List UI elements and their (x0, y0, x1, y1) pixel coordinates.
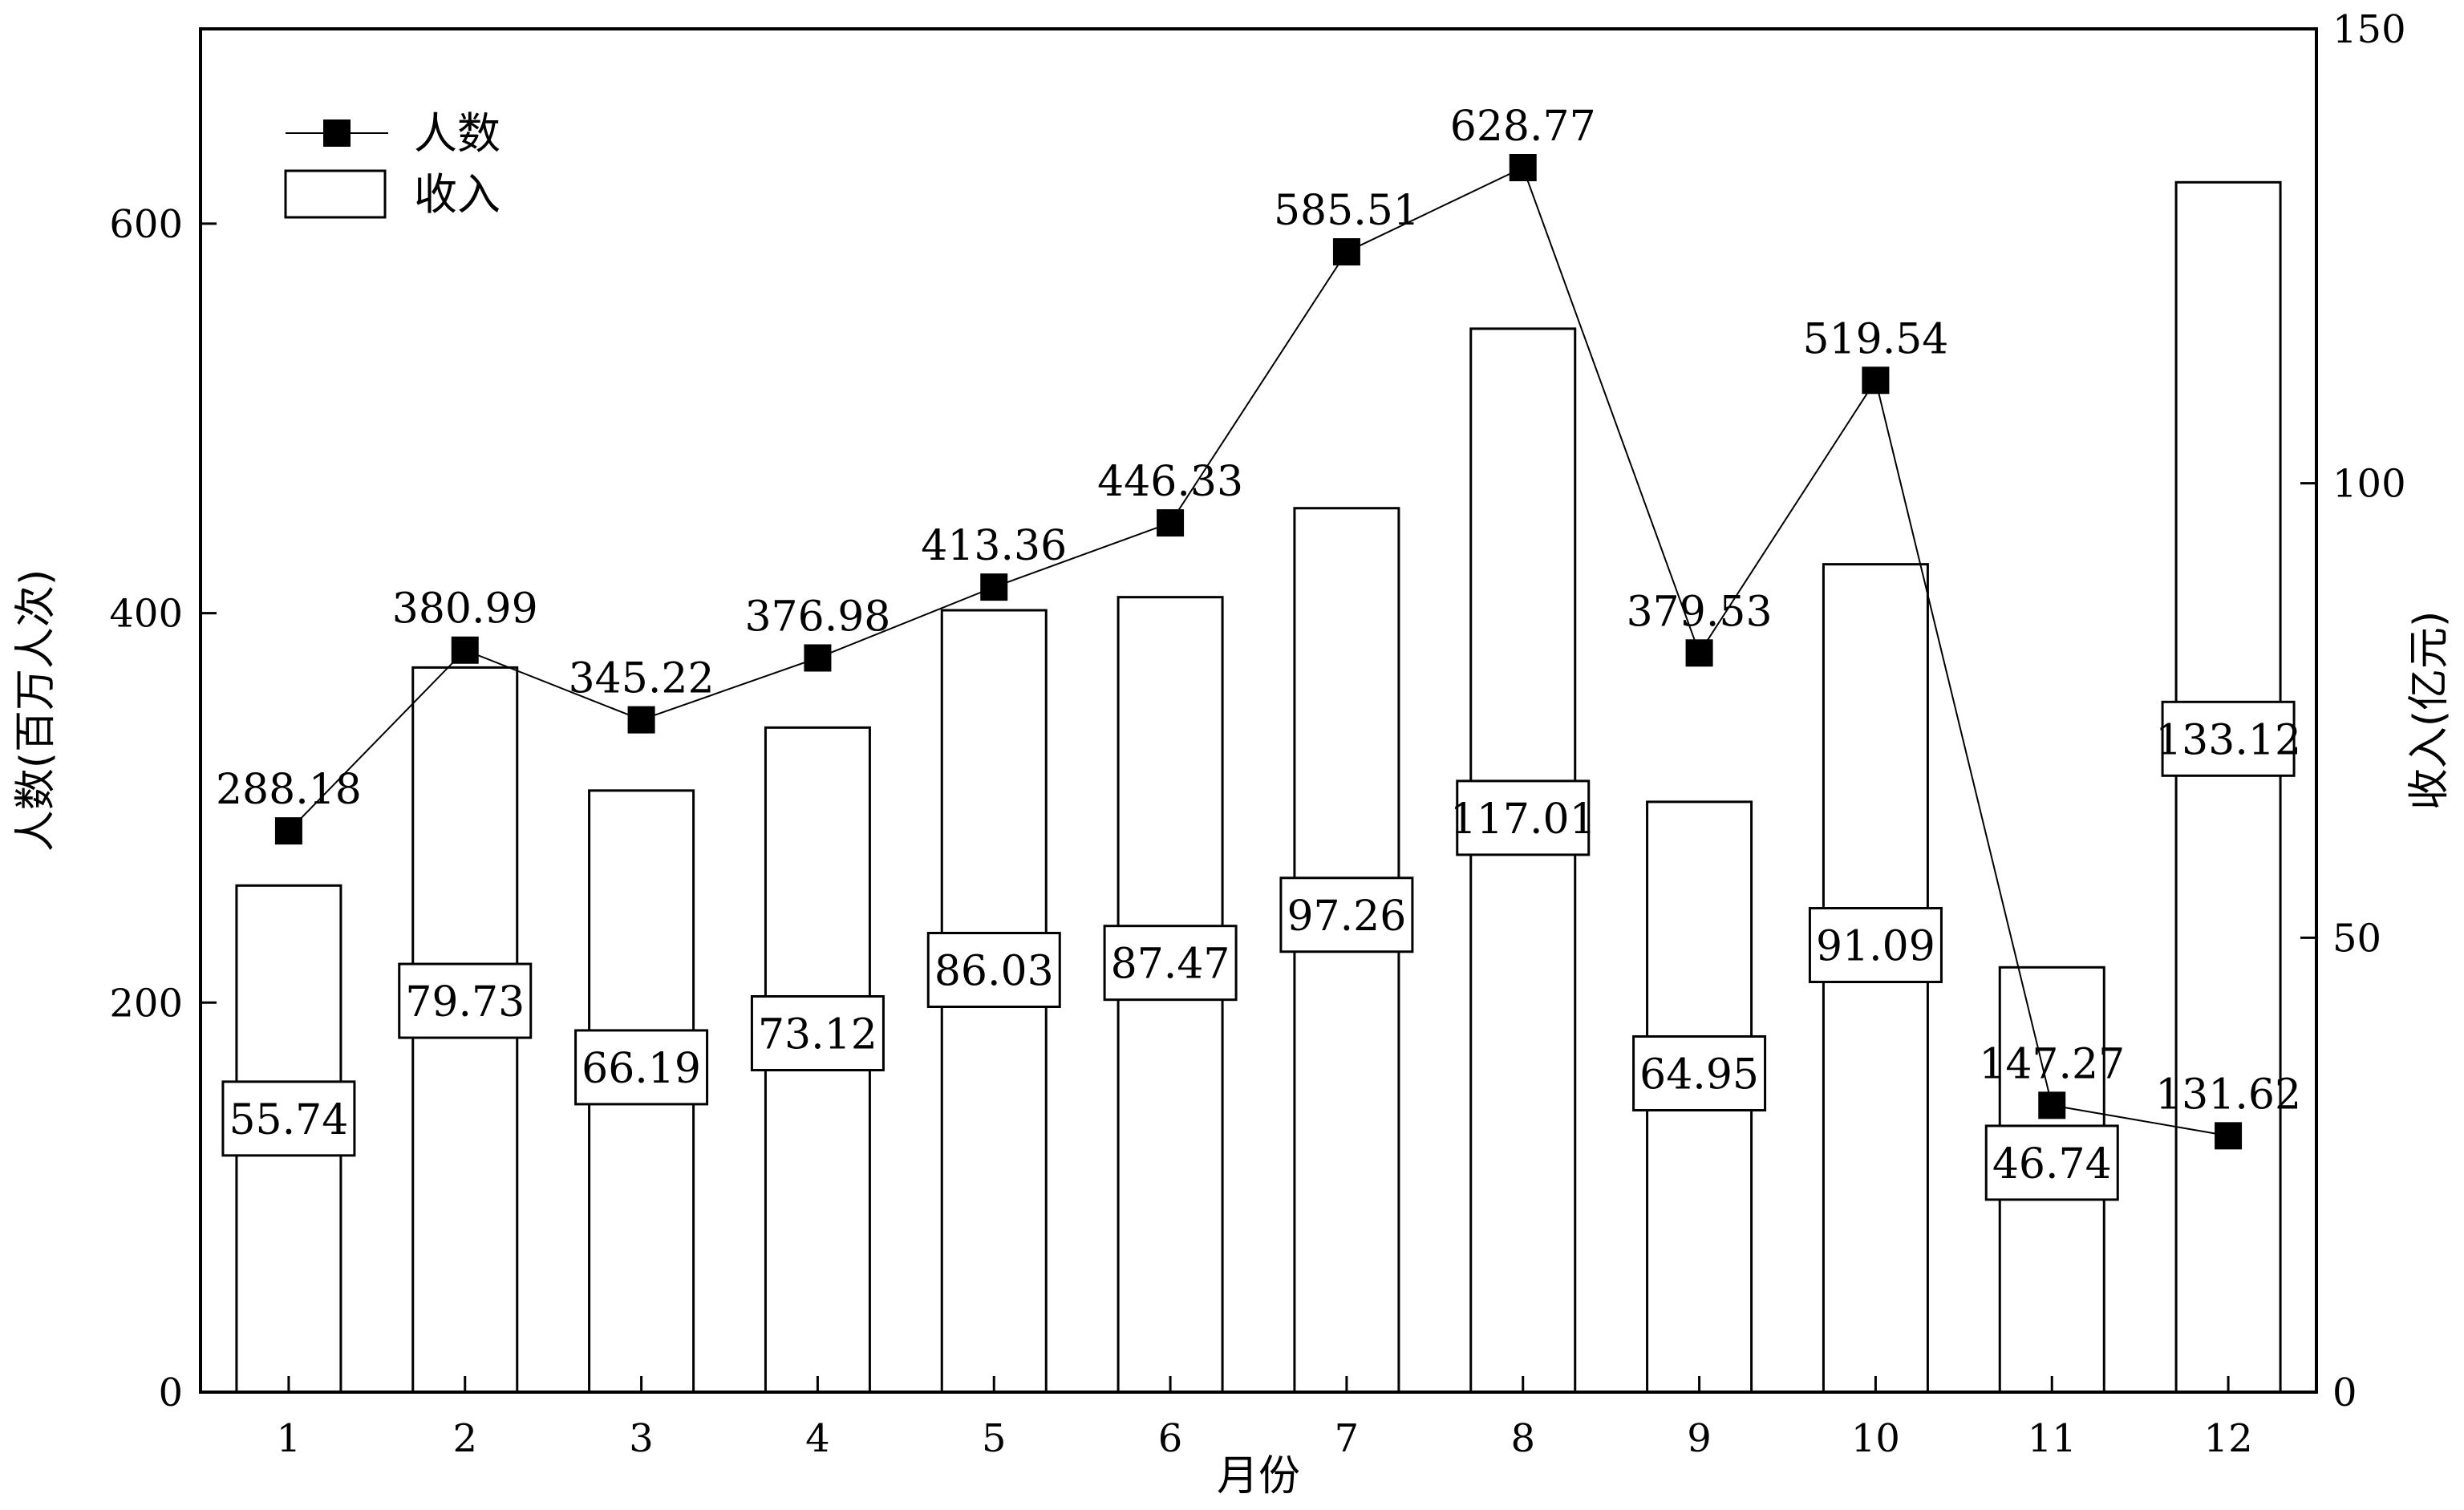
visitors-data-label: 379.53 (1627, 588, 1773, 636)
x-tick-label: 10 (1851, 1416, 1900, 1461)
bar-revenue-12 (2174, 180, 2282, 1394)
revenue-data-label: 133.12 (2155, 716, 2301, 764)
revenue-data-label: 79.73 (405, 978, 525, 1026)
visitors-data-label: 413.36 (921, 522, 1067, 570)
revenue-label-box (1632, 1035, 1767, 1112)
revenue-label-box (1279, 876, 1414, 953)
legend-marker-sample (323, 119, 351, 147)
left-tick-label: 600 (109, 202, 183, 247)
revenue-label-box (2161, 700, 2296, 777)
x-tick-label: 3 (629, 1416, 654, 1461)
left-tick-label: 200 (109, 981, 183, 1026)
marker-visitors-4 (804, 644, 832, 672)
visitors-data-label: 585.51 (1274, 187, 1420, 235)
legend-bar-sample (284, 169, 387, 219)
x-axis-title: 月份 (1217, 1452, 1300, 1500)
marker-visitors-3 (627, 706, 655, 734)
revenue-label-box (221, 1080, 356, 1157)
labels-layer: 55.74 79.73 66.19 73.12 86.03 87.47 97.26 117.0… (216, 103, 2301, 1201)
marker-visitors-8 (1509, 153, 1537, 181)
visitors-data-label: 147.27 (1979, 1040, 2125, 1088)
revenue-label-box (1456, 779, 1591, 856)
marker-visitors-7 (1332, 238, 1360, 266)
x-tick-label: 12 (2204, 1416, 2253, 1461)
revenue-data-label: 73.12 (758, 1011, 877, 1059)
revenue-label-box (1984, 1124, 2119, 1201)
right-tick-label: 50 (2332, 916, 2381, 961)
revenue-data-label: 46.74 (1992, 1140, 2112, 1188)
x-tick-label: 4 (805, 1416, 830, 1461)
right-tick-label: 150 (2332, 7, 2406, 52)
legend-label-visitors: 人数 (414, 108, 500, 159)
marker-visitors-6 (1157, 509, 1185, 537)
revenue-data-label: 91.09 (1816, 923, 1935, 971)
right-tick-label: 100 (2332, 462, 2406, 507)
x-tick-label: 9 (1687, 1416, 1712, 1461)
y-axis-right-title: 收入(亿元) (2405, 611, 2454, 811)
revenue-data-label: 97.26 (1287, 893, 1406, 941)
marker-visitors-5 (980, 573, 1008, 601)
bar-revenue-8 (1469, 327, 1577, 1394)
right-tick-label: 0 (2332, 1370, 2357, 1415)
line-layer (274, 153, 2243, 1150)
revenue-data-label: 64.95 (1639, 1051, 1759, 1099)
revenue-data-label: 66.19 (582, 1045, 701, 1093)
x-tick-label: 1 (277, 1416, 302, 1461)
visitors-data-label: 345.22 (569, 655, 715, 703)
plot-frame (199, 27, 2318, 1394)
visitors-data-label: 519.54 (1802, 315, 1948, 363)
revenue-data-label: 86.03 (934, 947, 1054, 995)
visitors-data-label: 131.62 (2155, 1071, 2301, 1119)
visitors-data-label: 380.99 (392, 585, 538, 634)
left-tick-label: 0 (158, 1370, 183, 1415)
marker-visitors-12 (2215, 1122, 2243, 1150)
marker-visitors-1 (274, 817, 302, 845)
visitors-data-label: 628.77 (1450, 103, 1596, 151)
marker-visitors-11 (2038, 1091, 2066, 1119)
revenue-label-box (926, 931, 1061, 1008)
legend-label-revenue: 收入 (414, 169, 500, 220)
marker-visitors-9 (1685, 639, 1713, 667)
visitors-data-label: 446.33 (1097, 458, 1243, 506)
marker-visitors-10 (1862, 366, 1890, 395)
visitors-data-label: 288.18 (216, 766, 362, 814)
revenue-label-box (398, 962, 533, 1039)
revenue-label-box (574, 1029, 709, 1106)
marker-visitors-2 (451, 636, 479, 664)
x-tick-label: 8 (1510, 1416, 1535, 1461)
revenue-data-label: 87.47 (1111, 941, 1230, 989)
revenue-data-label: 55.74 (229, 1096, 348, 1144)
x-tick-label: 2 (452, 1416, 477, 1461)
revenue-data-label: 117.01 (1450, 795, 1596, 844)
x-tick-label: 11 (2028, 1416, 2077, 1461)
revenue-label-box (750, 995, 885, 1072)
line-visitors (288, 166, 2229, 1137)
x-tick-label: 6 (1158, 1416, 1183, 1461)
revenue-label-box (1808, 907, 1943, 984)
x-tick-label: 5 (982, 1416, 1007, 1461)
left-tick-label: 400 (109, 592, 183, 637)
y-axis-left-title: 人数(百万人次) (12, 569, 60, 852)
x-tick-label: 7 (1335, 1416, 1360, 1461)
visitors-data-label: 376.98 (744, 593, 890, 641)
revenue-label-box (1103, 925, 1238, 1002)
